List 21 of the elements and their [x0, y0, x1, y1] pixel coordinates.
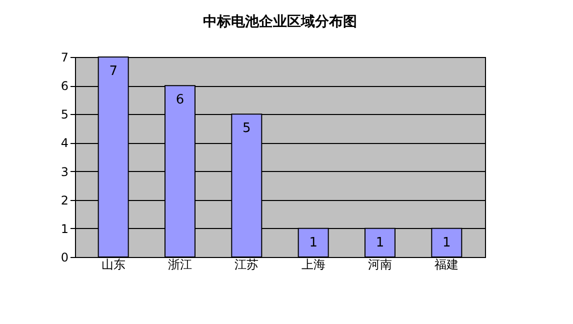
y-tick-label: 1: [60, 222, 68, 236]
data-label: 1: [309, 235, 318, 250]
y-tick-label: 7: [60, 50, 68, 64]
chart-title: 中标电池企业区域分布图: [203, 14, 357, 30]
y-tick-label: 3: [60, 164, 68, 179]
data-label: 6: [176, 92, 184, 108]
data-label: 1: [376, 235, 384, 250]
data-label: 5: [242, 121, 251, 136]
x-tick-label: 上海: [301, 258, 326, 272]
x-tick-label: 江苏: [234, 258, 259, 272]
y-tick-label: 6: [60, 79, 68, 94]
y-tick-label: 4: [60, 136, 68, 150]
x-tick-label: 山东: [101, 258, 126, 272]
x-tick-label: 福建: [434, 258, 459, 272]
data-label: 1: [442, 235, 451, 250]
x-tick-label: 河南: [368, 258, 392, 272]
y-tick-label: 5: [60, 108, 68, 122]
data-label: 7: [109, 64, 118, 79]
y-tick-label: 0: [60, 250, 68, 264]
x-tick-label: 浙江: [168, 258, 192, 272]
y-tick-label: 2: [60, 193, 68, 208]
